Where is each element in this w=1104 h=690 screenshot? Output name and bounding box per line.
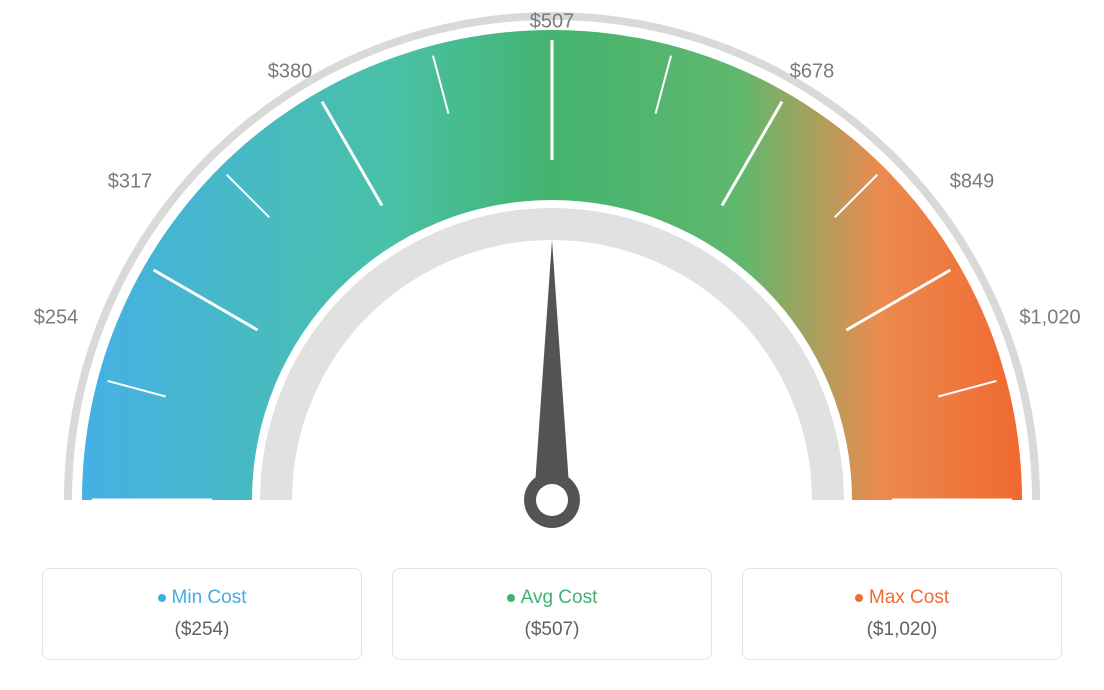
legend-title-avg: Avg Cost [403,587,701,609]
gauge-tick-label: $380 [268,61,313,84]
legend-label: Avg Cost [521,587,598,608]
legend-row: Min Cost ($254) Avg Cost ($507) Max Cost… [0,568,1104,660]
gauge-tick-label: $1,020 [1019,307,1080,330]
gauge-tick-label: $507 [530,11,575,34]
dot-icon [507,594,515,602]
legend-label: Max Cost [869,587,949,608]
cost-gauge: $254 $317 $380 $507 $678 $849 $1,020 [0,0,1104,560]
legend-card-max: Max Cost ($1,020) [742,568,1062,660]
legend-title-min: Min Cost [53,587,351,609]
gauge-tick-label: $849 [950,171,995,194]
legend-title-max: Max Cost [753,587,1051,609]
dot-icon [855,594,863,602]
gauge-tick-label: $317 [108,171,153,194]
gauge-tick-label: $678 [790,61,835,84]
legend-card-avg: Avg Cost ($507) [392,568,712,660]
legend-value-max: ($1,020) [753,619,1051,641]
dot-icon [158,594,166,602]
legend-value-avg: ($507) [403,619,701,641]
legend-label: Min Cost [172,587,247,608]
legend-card-min: Min Cost ($254) [42,568,362,660]
legend-value-min: ($254) [53,619,351,641]
gauge-tick-label: $254 [34,307,79,330]
gauge-svg [0,0,1104,560]
